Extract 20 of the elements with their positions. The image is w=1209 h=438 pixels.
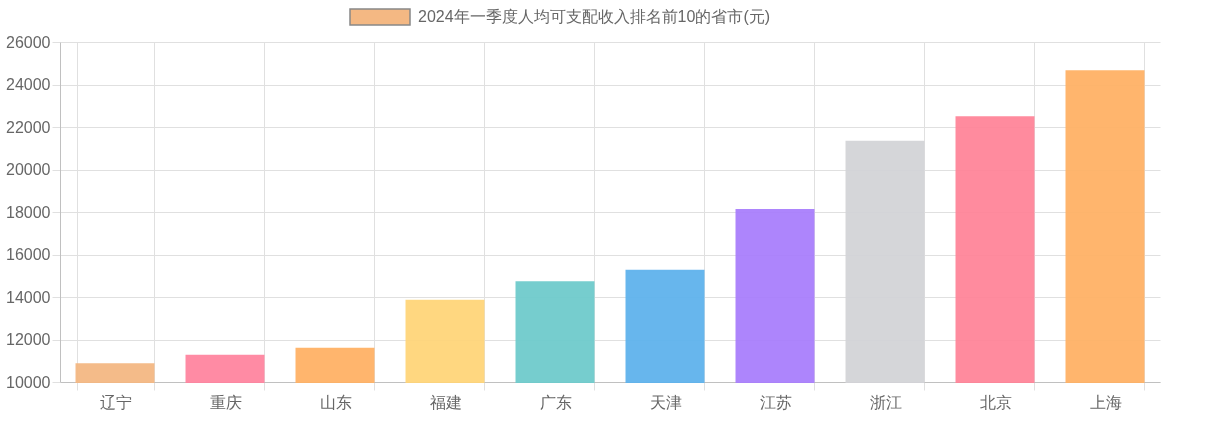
x-tick-label: 福建	[429, 393, 462, 411]
y-tick-label: 26000	[6, 33, 51, 51]
y-tick-label: 14000	[6, 288, 51, 306]
x-tick-label: 广东	[539, 393, 572, 411]
x-tick-label: 上海	[1089, 393, 1122, 411]
x-tick-label: 辽宁	[99, 393, 132, 411]
x-tick-label: 浙江	[869, 393, 902, 411]
x-tick-label: 重庆	[209, 393, 242, 411]
x-tick-label: 江苏	[759, 393, 792, 411]
x-tick-label: 天津	[649, 393, 682, 411]
y-tick-label: 20000	[6, 161, 51, 178]
y-tick-label: 12000	[6, 331, 51, 348]
legend-label: 2024年一季度人均可支配收入排名前10的省市(元)	[418, 8, 771, 25]
y-tick-label: 16000	[6, 246, 51, 263]
y-tick-label: 18000	[6, 203, 51, 221]
x-tick-label: 北京	[979, 393, 1012, 411]
y-tick-label: 24000	[6, 76, 51, 93]
x-tick-label: 山东	[319, 393, 352, 411]
y-tick-label: 22000	[6, 118, 51, 136]
y-tick-label: 10000	[6, 373, 51, 391]
